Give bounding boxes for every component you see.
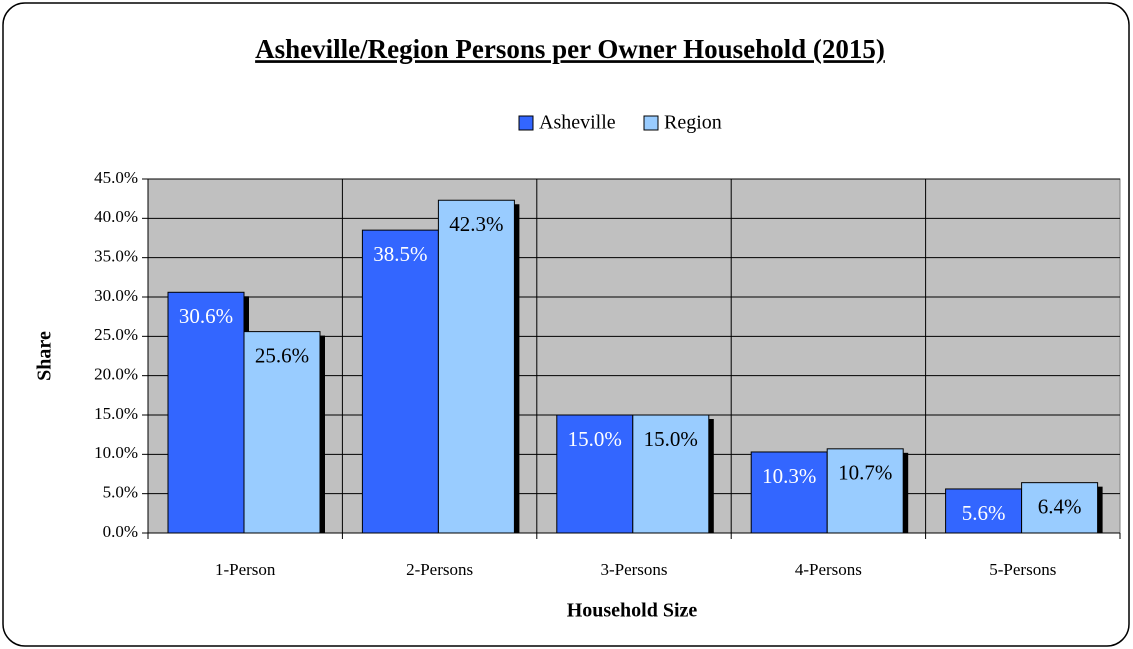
y-tick-label: 15.0%	[94, 404, 138, 423]
data-label: 10.3%	[762, 464, 816, 488]
x-tick-label: 5-Persons	[989, 560, 1056, 579]
bar	[750, 451, 828, 534]
bar	[243, 331, 321, 534]
bar	[167, 291, 245, 534]
y-tick-label: 40.0%	[94, 207, 138, 226]
y-axis-label: Share	[34, 331, 56, 381]
legend-label: Region	[664, 112, 722, 134]
data-label: 15.0%	[568, 427, 622, 451]
y-tick-label: 30.0%	[94, 286, 138, 305]
y-tick-label: 0.0%	[103, 522, 138, 541]
y-tick-label: 45.0%	[94, 168, 138, 187]
bar	[437, 199, 515, 534]
x-tick-label: 2-Persons	[406, 560, 473, 579]
data-label: 6.4%	[1038, 494, 1082, 518]
x-tick-label: 1-Person	[215, 560, 276, 579]
data-label: 38.5%	[373, 242, 427, 266]
y-tick-label: 10.0%	[94, 443, 138, 462]
data-label: 25.6%	[255, 343, 309, 367]
legend-label: Asheville	[539, 112, 616, 134]
y-tick-label: 5.0%	[103, 483, 138, 502]
legend-swatch	[518, 115, 534, 131]
bar	[361, 229, 439, 534]
bar	[945, 488, 1023, 534]
bar	[1021, 482, 1099, 534]
chart-title: Asheville/Region Persons per Owner House…	[255, 34, 885, 64]
y-tick-label: 25.0%	[94, 325, 138, 344]
y-tick-label: 20.0%	[94, 365, 138, 384]
y-tick-label: 35.0%	[94, 247, 138, 266]
bar	[632, 414, 710, 534]
bar	[826, 448, 904, 534]
x-axis-label: Household Size	[567, 600, 698, 622]
data-label: 30.6%	[179, 304, 233, 328]
data-label: 42.3%	[449, 212, 503, 236]
data-label: 15.0%	[644, 427, 698, 451]
data-label: 10.7%	[838, 461, 892, 485]
data-label: 5.6%	[962, 501, 1006, 525]
bar	[556, 414, 634, 534]
x-tick-label: 4-Persons	[795, 560, 862, 579]
x-tick-label: 3-Persons	[600, 560, 667, 579]
legend-swatch	[643, 115, 659, 131]
